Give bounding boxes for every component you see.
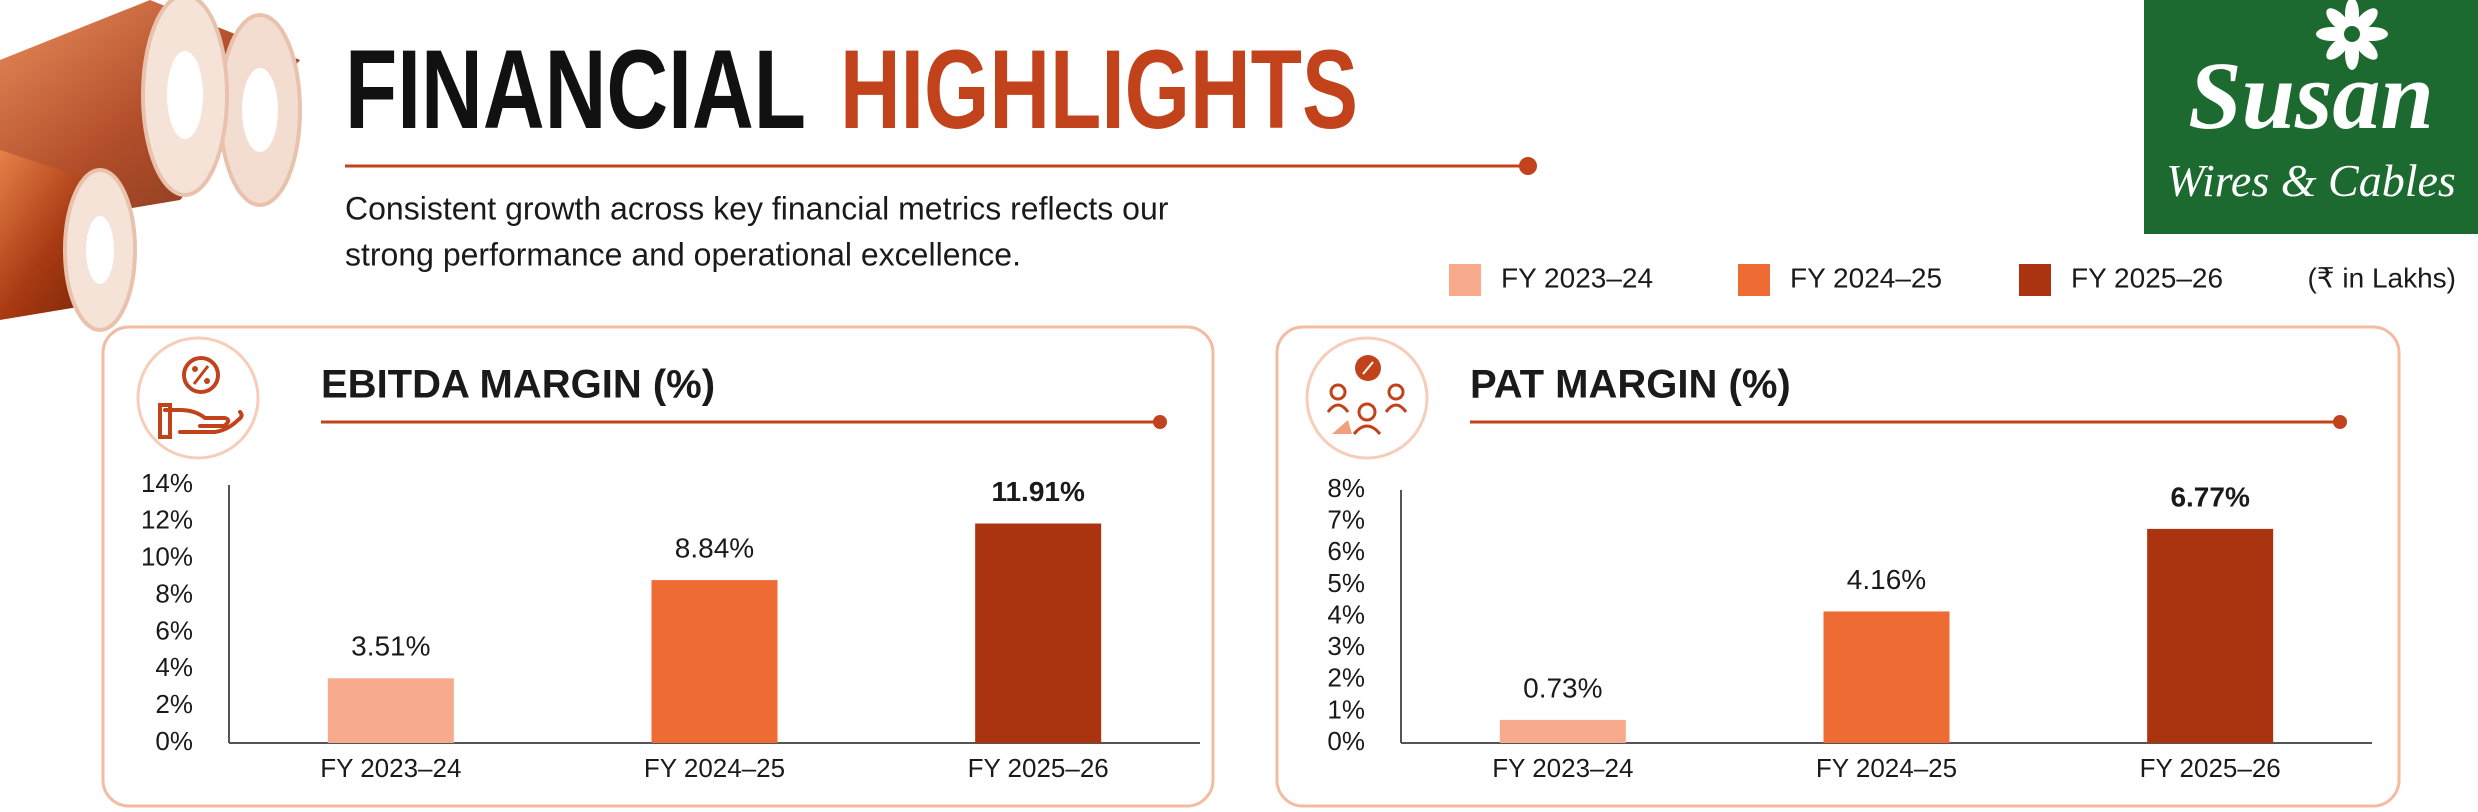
legend: FY 2023–24 FY 2024–25 FY 2025–26 <box>1449 262 2223 296</box>
legend-swatch <box>1738 264 1770 296</box>
value-label: 0.73% <box>1523 672 1602 703</box>
title-part: HIGHLIGHTS <box>840 27 1358 152</box>
bar <box>1823 611 1950 743</box>
title-part: FINANCIAL <box>345 27 806 152</box>
bar <box>2147 528 2274 743</box>
bar <box>651 580 778 743</box>
value-label: 3.51% <box>351 631 430 662</box>
y-tick-label: 6% <box>155 615 193 645</box>
y-tick-label: 10% <box>141 542 193 572</box>
value-label: 11.91% <box>991 476 1085 507</box>
title-rule-dot <box>2333 415 2347 429</box>
legend-label: FY 2024–25 <box>1790 262 1942 293</box>
logo-tagline: Wires & Cables <box>2166 155 2456 206</box>
y-tick-label: 4% <box>155 652 193 682</box>
title-rule-dot <box>1153 415 1167 429</box>
y-tick-label: 8% <box>1327 473 1365 503</box>
legend-label: FY 2023–24 <box>1501 262 1653 293</box>
y-tick-label: 6% <box>1327 536 1365 566</box>
x-tick-label: FY 2025–26 <box>968 753 1109 783</box>
y-tick-label: 8% <box>155 578 193 608</box>
unit-note: (₹ in Lakhs) <box>2307 262 2456 293</box>
y-tick-label: 2% <box>1327 663 1365 693</box>
y-tick-label: 0% <box>155 726 193 756</box>
y-tick-label: 12% <box>141 505 193 535</box>
subtitle-line: strong performance and operational excel… <box>345 236 1021 272</box>
x-tick-label: FY 2023–24 <box>1492 753 1633 783</box>
value-label: 6.77% <box>2170 481 2249 512</box>
subtitle-line: Consistent growth across key financial m… <box>345 190 1169 226</box>
legend-swatch <box>1449 264 1481 296</box>
legend-swatch <box>2019 264 2051 296</box>
title-rule-dot <box>1519 157 1537 175</box>
y-tick-label: 0% <box>1327 726 1365 756</box>
icon-ebitda <box>136 336 260 460</box>
logo-name: Susan <box>2188 42 2434 149</box>
y-tick-label: 14% <box>141 468 193 498</box>
value-label: 8.84% <box>675 532 754 563</box>
value-label: 4.16% <box>1847 564 1926 595</box>
chart-title: PAT MARGIN (%) <box>1470 363 1791 407</box>
panel <box>1275 325 2401 808</box>
y-tick-label: 7% <box>1327 505 1365 535</box>
y-tick-label: 1% <box>1327 694 1365 724</box>
bar <box>1499 719 1626 743</box>
bar <box>975 523 1102 743</box>
y-tick-label: 2% <box>155 689 193 719</box>
y-tick-label: 5% <box>1327 568 1365 598</box>
x-tick-label: FY 2024–25 <box>1816 753 1957 783</box>
y-tick-label: 4% <box>1327 599 1365 629</box>
x-tick-label: FY 2023–24 <box>320 753 461 783</box>
chart-title: EBITDA MARGIN (%) <box>321 363 715 407</box>
x-tick-label: FY 2024–25 <box>644 753 785 783</box>
charts: EBITDA MARGIN (%) 0% 2% 4% 6% 8% 10% 12% 14% 3.51… <box>141 363 2372 783</box>
bar <box>327 678 454 743</box>
legend-label: FY 2025–26 <box>2071 262 2223 293</box>
icon-pat <box>1305 336 1429 460</box>
y-tick-label: 3% <box>1327 631 1365 661</box>
x-tick-label: FY 2025–26 <box>2140 753 2281 783</box>
logo: Susan Wires & Cables <box>2144 0 2478 234</box>
copper-spools <box>0 0 302 332</box>
